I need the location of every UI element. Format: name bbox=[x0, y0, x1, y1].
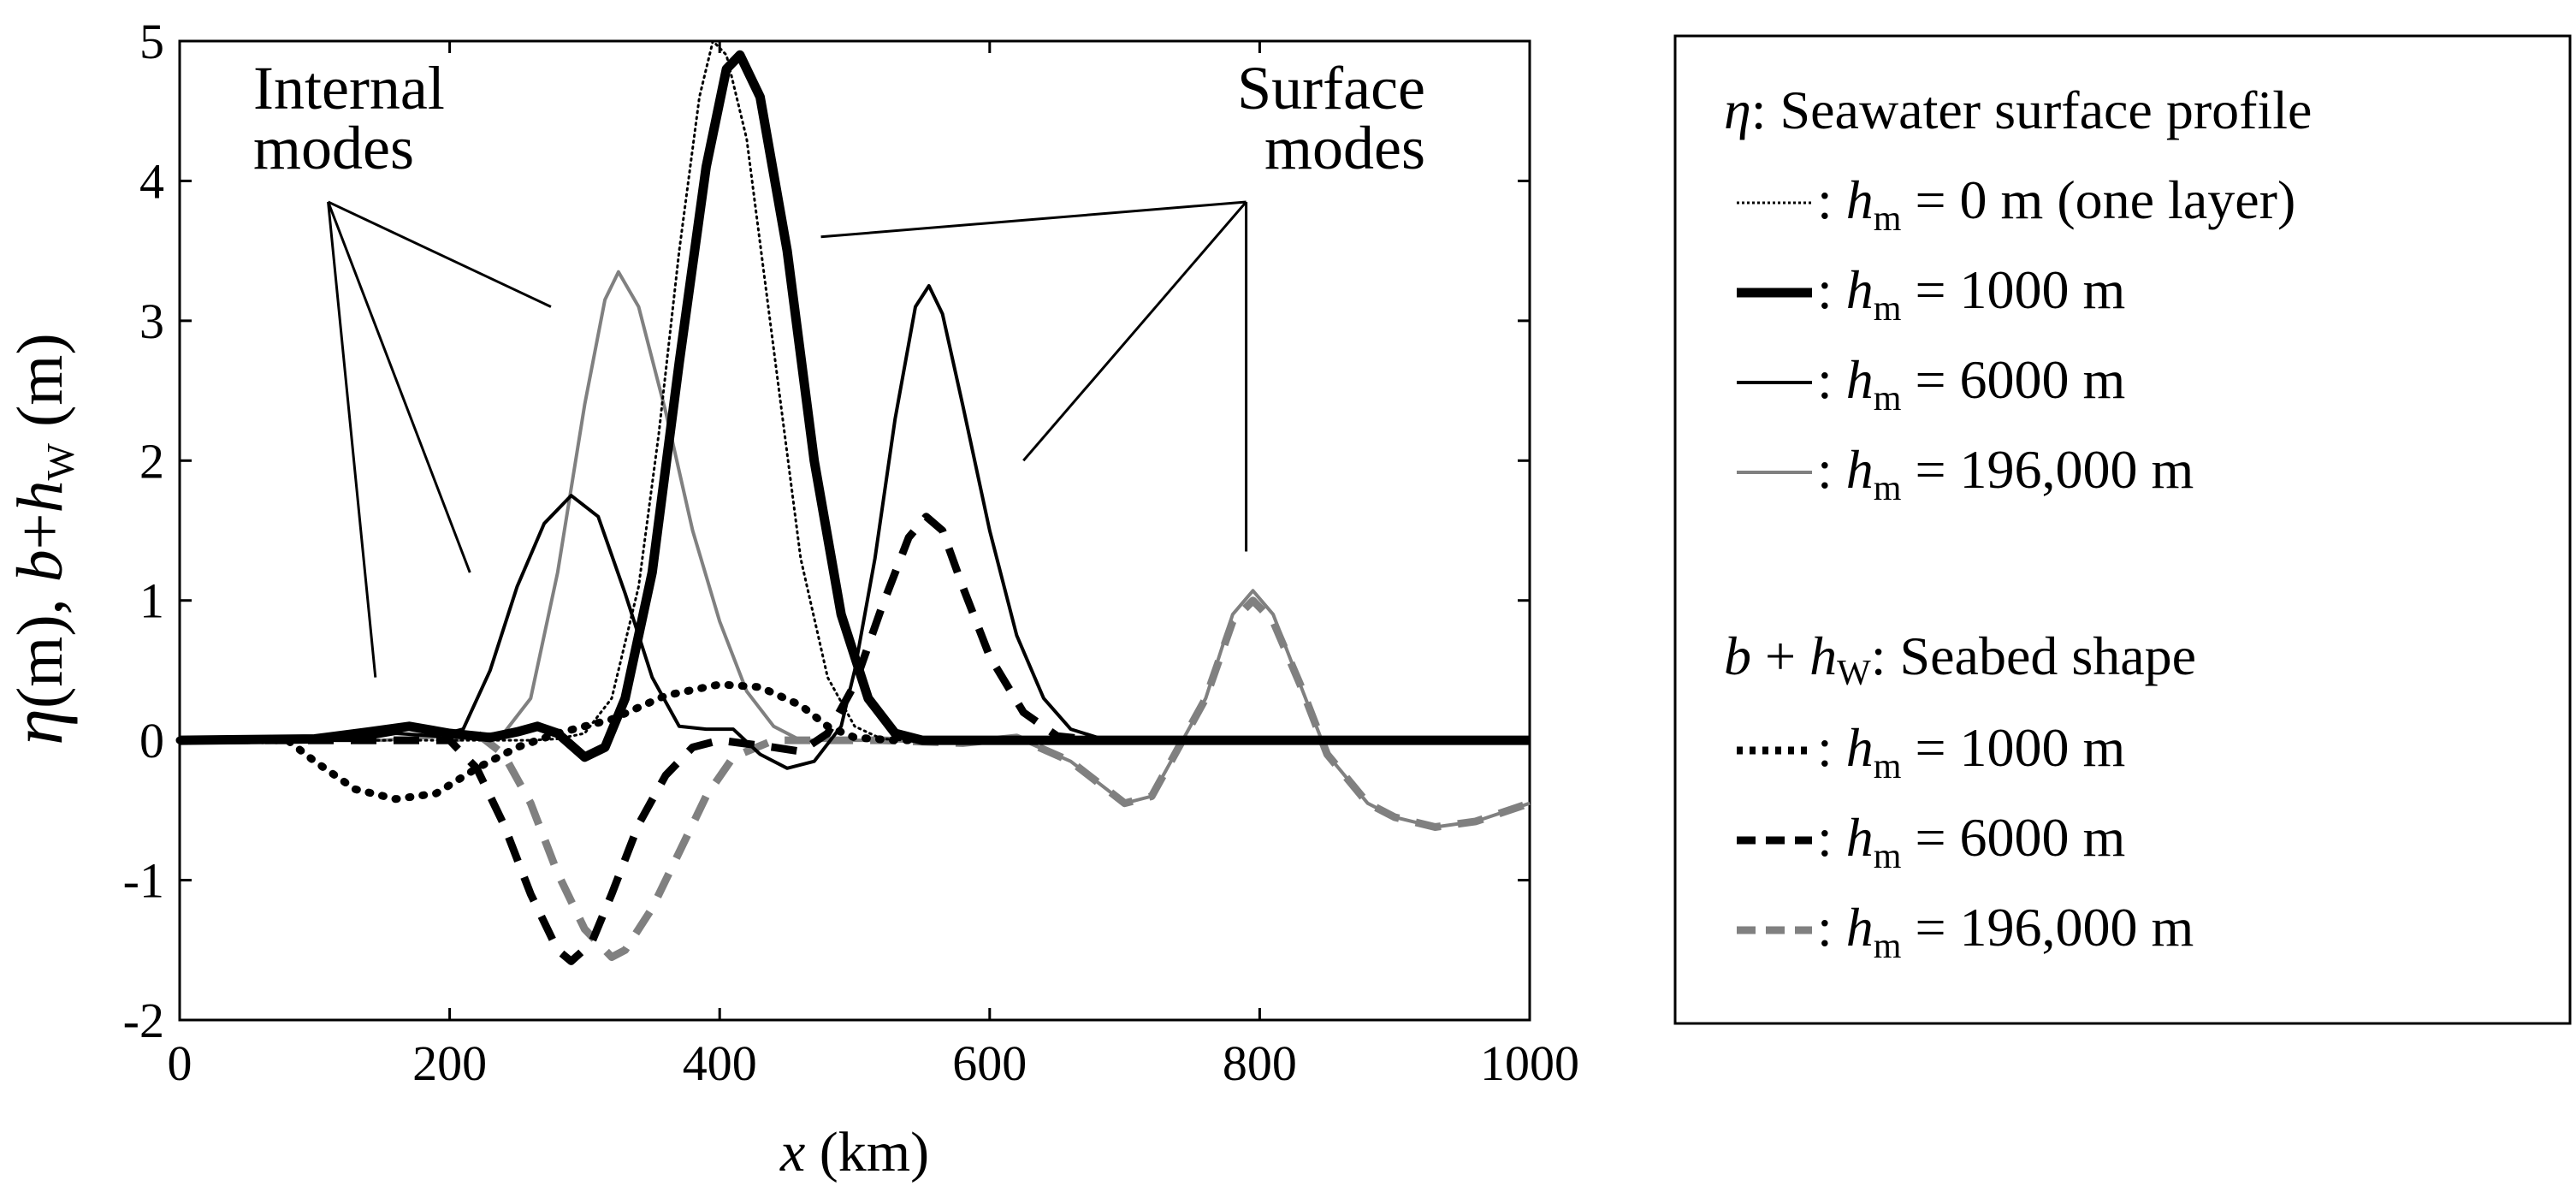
legend-h: h bbox=[1846, 439, 1874, 500]
legend-h: h bbox=[1846, 349, 1874, 410]
annotation-surface-pointer bbox=[820, 200, 1247, 239]
x-tick-label: 1000 bbox=[1480, 1035, 1579, 1091]
legend-seabed-plus: + bbox=[1751, 626, 1809, 686]
y-axis-eta: η bbox=[0, 709, 78, 745]
legend-h-sub: m bbox=[1874, 747, 1902, 786]
y-axis-unit: (m) bbox=[4, 333, 76, 443]
legend-label-seabed-hm-1000: : hm = 1000 m bbox=[1817, 717, 2125, 786]
x-tick-label: 400 bbox=[683, 1035, 757, 1091]
y-axis-label: η(m), b+hW (m) bbox=[0, 333, 82, 744]
y-tick-label: 2 bbox=[139, 433, 164, 489]
plot-area: 0 200 400 600 800 1000 -2 -1 0 1 2 3 4 5 x (km) η(m), b… bbox=[0, 14, 1579, 1183]
annotation-surface-pointer bbox=[1022, 200, 1247, 462]
y-tick-label: -1 bbox=[123, 853, 164, 909]
series-line-eta-hm-0 bbox=[178, 39, 1531, 742]
legend-eta-text: : Seawater surface profile bbox=[1751, 80, 2312, 140]
y-tick-label: 4 bbox=[139, 153, 164, 209]
x-axis-unit: (km) bbox=[805, 1121, 929, 1183]
legend-h: h bbox=[1846, 169, 1874, 230]
y-axis-h-sub: W bbox=[38, 442, 82, 480]
legend-h-sub: m bbox=[1874, 199, 1902, 239]
legend-colon: : bbox=[1817, 259, 1846, 320]
y-axis-eta-unit: (m), bbox=[4, 582, 76, 709]
legend-value: = 0 m (one layer) bbox=[1901, 169, 2295, 230]
legend-h-sub: m bbox=[1874, 289, 1902, 329]
annotation-internal-pointer bbox=[327, 201, 471, 573]
legend-colon: : bbox=[1817, 717, 1846, 778]
legend-label-seabed-hm-6000: : hm = 6000 m bbox=[1817, 807, 2125, 876]
legend-colon: : bbox=[1817, 807, 1846, 868]
legend-colon: : bbox=[1817, 169, 1846, 230]
x-tick-label: 600 bbox=[952, 1035, 1027, 1091]
annotation-surface-text: Surface bbox=[1237, 54, 1425, 122]
legend-value: = 6000 m bbox=[1901, 807, 2125, 868]
legend-eta-symbol: η bbox=[1724, 80, 1751, 140]
y-axis-h: h bbox=[4, 480, 76, 513]
annotation-internal-text: Internal bbox=[253, 54, 445, 122]
legend-h-sub: m bbox=[1874, 379, 1902, 418]
y-tick-label: 1 bbox=[139, 573, 164, 629]
annotation-surface-text-2: modes bbox=[1264, 114, 1425, 182]
series-line-eta-hm-6000 bbox=[180, 284, 1530, 770]
legend-h: h bbox=[1846, 807, 1874, 868]
x-axis-label: x (km) bbox=[779, 1121, 929, 1183]
annotation-internal-pointer bbox=[327, 200, 552, 308]
legend-value: = 196,000 m bbox=[1901, 439, 2194, 500]
legend-h-sub: m bbox=[1874, 469, 1902, 508]
series-line-seabed-hm-1000 bbox=[175, 680, 1534, 804]
legend-colon: : bbox=[1817, 897, 1846, 958]
legend-h: h bbox=[1846, 717, 1874, 778]
x-tick-label: 0 bbox=[168, 1035, 192, 1091]
legend-value: = 196,000 m bbox=[1901, 897, 2194, 958]
legend-colon: : bbox=[1817, 439, 1846, 500]
legend-seabed-text: : Seabed shape bbox=[1871, 626, 2196, 686]
y-tick-label: 5 bbox=[139, 14, 164, 69]
legend-eta-heading: η: Seawater surface profile bbox=[1724, 80, 2312, 140]
legend-label-eta-hm-1000: : hm = 1000 m bbox=[1817, 259, 2125, 329]
legend-box bbox=[1673, 34, 2572, 1025]
x-tick-label: 800 bbox=[1223, 1035, 1297, 1091]
y-tick-label: -2 bbox=[123, 993, 164, 1048]
plot-frame bbox=[178, 39, 1531, 1022]
legend-seabed-b: b bbox=[1724, 626, 1751, 686]
legend-seabed-heading: b + hW: Seabed shape bbox=[1724, 626, 2196, 693]
legend-label-eta-hm-196000: : hm = 196,000 m bbox=[1817, 439, 2194, 508]
annotation-internal-pointer bbox=[327, 201, 377, 678]
legend-label-seabed-hm-196000: : hm = 196,000 m bbox=[1817, 897, 2194, 966]
legend-h-sub: m bbox=[1874, 927, 1902, 966]
y-axis-plus: + bbox=[4, 513, 76, 549]
legend-h-sub: m bbox=[1874, 837, 1902, 876]
legend-h: h bbox=[1846, 897, 1874, 958]
legend-colon: : bbox=[1817, 349, 1846, 410]
y-axis-b: b bbox=[4, 549, 76, 582]
series-line-seabed-hm-6000 bbox=[180, 513, 1530, 965]
legend-value: = 1000 m bbox=[1901, 259, 2125, 320]
y-tick-label: 3 bbox=[139, 294, 164, 349]
legend-label-eta-hm-0: : hm = 0 m (one layer) bbox=[1817, 169, 2295, 239]
legend-value: = 1000 m bbox=[1901, 717, 2125, 778]
x-axis-var: x bbox=[779, 1121, 805, 1183]
legend-h: h bbox=[1846, 259, 1874, 320]
x-tick-label: 200 bbox=[412, 1035, 487, 1091]
legend-label-eta-hm-6000: : hm = 6000 m bbox=[1817, 349, 2125, 418]
legend-value: = 6000 m bbox=[1901, 349, 2125, 410]
legend-seabed-h: h bbox=[1809, 626, 1837, 686]
annotation-internal-text-2: modes bbox=[253, 114, 414, 182]
series-line-eta-hm-1000 bbox=[179, 50, 1530, 762]
legend-seabed-h-sub: W bbox=[1837, 654, 1871, 693]
y-tick-label: 0 bbox=[139, 713, 164, 768]
